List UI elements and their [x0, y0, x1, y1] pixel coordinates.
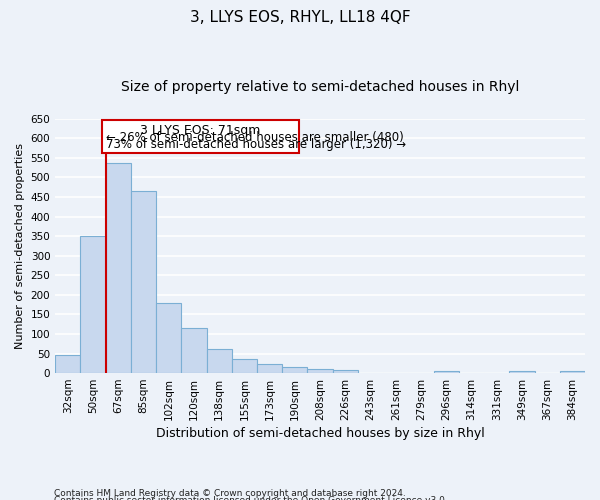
Bar — [131, 191, 156, 373]
Text: 3 LLYS EOS: 71sqm: 3 LLYS EOS: 71sqm — [140, 124, 260, 138]
Bar — [106, 163, 131, 373]
Title: Size of property relative to semi-detached houses in Rhyl: Size of property relative to semi-detach… — [121, 80, 519, 94]
Bar — [232, 360, 257, 373]
Bar — [434, 371, 459, 373]
Bar — [509, 371, 535, 373]
X-axis label: Distribution of semi-detached houses by size in Rhyl: Distribution of semi-detached houses by … — [156, 427, 484, 440]
Bar — [560, 371, 585, 373]
Text: 3, LLYS EOS, RHYL, LL18 4QF: 3, LLYS EOS, RHYL, LL18 4QF — [190, 10, 410, 25]
Bar — [55, 354, 80, 373]
Bar — [206, 349, 232, 373]
Bar — [307, 369, 332, 373]
Y-axis label: Number of semi-detached properties: Number of semi-detached properties — [15, 143, 25, 349]
Bar — [156, 304, 181, 373]
Text: Contains public sector information licensed under the Open Government Licence v3: Contains public sector information licen… — [54, 496, 448, 500]
Bar — [257, 364, 282, 373]
Text: Contains HM Land Registry data © Crown copyright and database right 2024.: Contains HM Land Registry data © Crown c… — [54, 488, 406, 498]
Bar — [282, 367, 307, 373]
Bar — [80, 236, 106, 373]
Bar — [332, 370, 358, 373]
Bar — [181, 328, 206, 373]
Text: ← 26% of semi-detached houses are smaller (480): ← 26% of semi-detached houses are smalle… — [106, 131, 403, 144]
Text: 73% of semi-detached houses are larger (1,320) →: 73% of semi-detached houses are larger (… — [106, 138, 406, 150]
FancyBboxPatch shape — [102, 120, 299, 153]
